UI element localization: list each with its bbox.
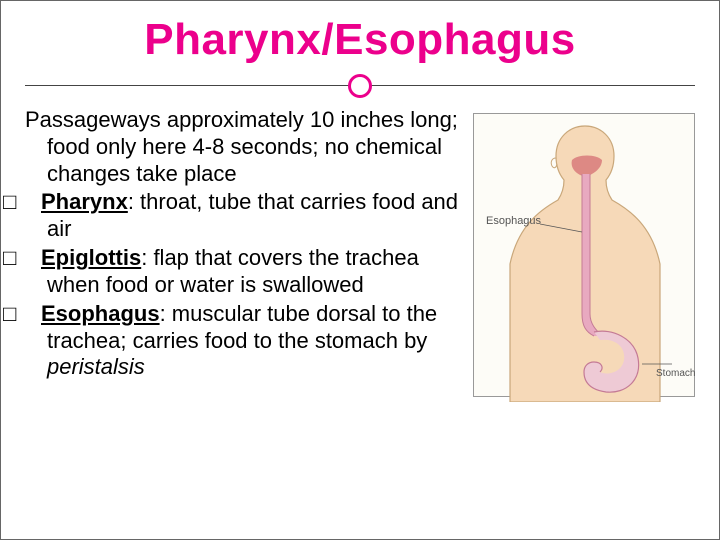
slide-container: Pharynx/Esophagus Passageways approximat… — [0, 0, 720, 540]
text-column: Passageways approximately 10 inches long… — [25, 107, 461, 397]
label-stomach: Stomach — [656, 368, 695, 379]
bullet-icon: □ — [25, 245, 41, 272]
anatomy-svg: Esophagus Stomach — [474, 114, 696, 402]
term-pharynx: Pharynx — [41, 189, 128, 214]
term-esophagus: Esophagus — [41, 301, 160, 326]
bullet-item-epiglottis: □Epiglottis: flap that covers the trache… — [25, 245, 461, 299]
intro-text: Passageways approximately 10 inches long… — [25, 107, 461, 187]
title-divider — [25, 71, 695, 101]
em-peristalsis: peristalsis — [47, 354, 145, 379]
label-esophagus: Esophagus — [486, 215, 542, 227]
bullet-icon: □ — [25, 301, 41, 328]
content-row: Passageways approximately 10 inches long… — [25, 107, 695, 397]
slide-title: Pharynx/Esophagus — [25, 15, 695, 65]
divider-circle-accent — [348, 74, 372, 98]
intro-paragraph: Passageways approximately 10 inches long… — [25, 107, 461, 187]
bullet-item-pharynx: □Pharynx: throat, tube that carries food… — [25, 189, 461, 243]
term-epiglottis: Epiglottis — [41, 245, 141, 270]
bullet-icon: □ — [25, 189, 41, 216]
diagram-column: Esophagus Stomach — [473, 107, 695, 397]
bullet-item-esophagus: □Esophagus: muscular tube dorsal to the … — [25, 301, 461, 381]
anatomy-diagram: Esophagus Stomach — [473, 113, 695, 397]
